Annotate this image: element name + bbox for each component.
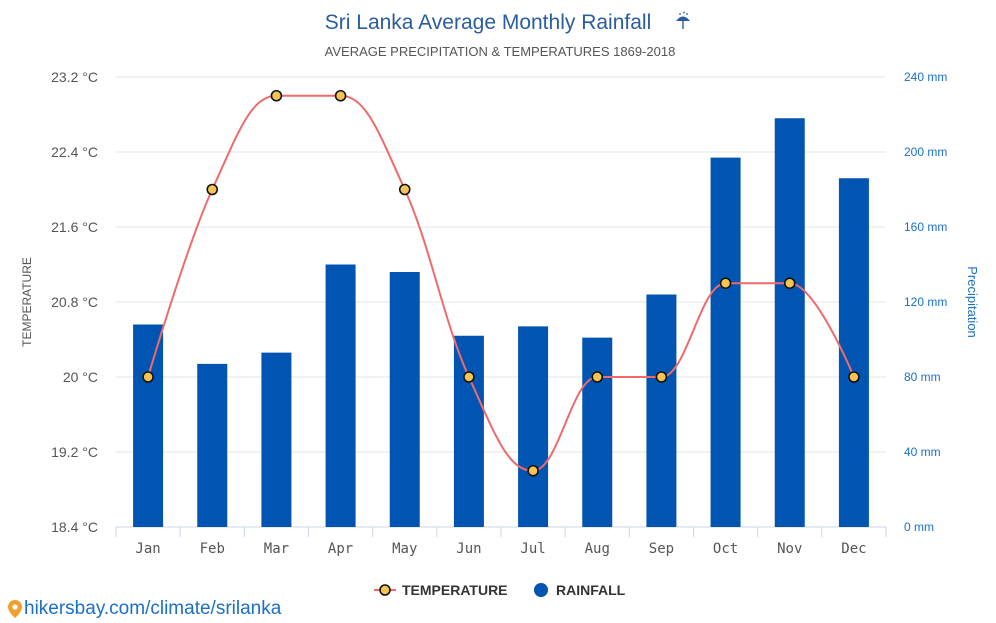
- left-tick-label: 19.2 °C: [51, 444, 98, 460]
- right-axis-title: Precipitation: [965, 266, 980, 338]
- left-tick-label: 23.2 °C: [51, 69, 98, 85]
- x-tick-label: Aug: [585, 541, 610, 557]
- right-tick-label: 120 mm: [904, 295, 947, 309]
- right-tick-label: 0 mm: [904, 520, 934, 534]
- footer-link-text[interactable]: hikersbay.com/climate/srilanka: [24, 598, 282, 619]
- rainfall-bar: [710, 157, 741, 527]
- temperature-marker: [719, 277, 732, 290]
- left-tick-label: 20 °C: [63, 369, 98, 385]
- map-pin-icon: [8, 600, 22, 618]
- rainfall-bar: [646, 294, 677, 527]
- temperature-marker: [334, 89, 347, 102]
- legend-item-temperature[interactable]: TEMPERATURE: [374, 582, 508, 598]
- rainfall-bar: [197, 363, 228, 527]
- left-tick-label: 21.6 °C: [51, 219, 98, 235]
- temperature-marker: [142, 371, 154, 383]
- temperature-marker: [527, 464, 539, 477]
- temperature-marker: [655, 371, 668, 383]
- legend-marker-swatch: [379, 584, 391, 596]
- rainfall-bar: [582, 337, 613, 527]
- left-axis-title: TEMPERATURE: [20, 257, 34, 347]
- x-tick-label: Feb: [200, 541, 225, 557]
- rainfall-bar: [518, 326, 549, 527]
- rainfall-bar: [453, 335, 484, 527]
- right-tick-label: 240 mm: [904, 70, 947, 84]
- legend-label-rainfall: RAINFALL: [556, 582, 626, 598]
- rainfall-bar: [261, 352, 292, 527]
- rainfall-bar: [325, 264, 356, 527]
- umbrella-rain-icon: [676, 11, 690, 29]
- footer-link[interactable]: hikersbay.com/climate/srilanka: [8, 598, 281, 620]
- rainfall-bar: [774, 118, 805, 527]
- temperature-marker: [783, 277, 796, 290]
- x-tick-label: Apr: [328, 541, 353, 557]
- right-tick-label: 200 mm: [904, 145, 947, 159]
- left-tick-label: 18.4 °C: [51, 519, 98, 535]
- x-tick-label: Nov: [777, 541, 802, 557]
- chart-title: Sri Lanka Average Monthly Rainfall: [325, 11, 651, 34]
- x-tick-label: Oct: [713, 541, 738, 557]
- legend-item-rainfall[interactable]: RAINFALL: [534, 582, 626, 598]
- rainfall-bar: [389, 272, 420, 527]
- temperature-marker: [270, 89, 283, 102]
- rainfall-bar: [133, 324, 164, 527]
- temperature-marker: [398, 183, 411, 196]
- temperature-marker: [848, 371, 860, 383]
- temperature-marker: [206, 183, 219, 196]
- legend-label-temperature: TEMPERATURE: [402, 582, 508, 598]
- right-tick-label: 160 mm: [904, 220, 947, 234]
- right-tick-label: 80 mm: [904, 370, 941, 384]
- x-tick-label: May: [392, 541, 417, 557]
- x-tick-label: Jun: [456, 541, 481, 557]
- right-tick-label: 40 mm: [904, 445, 941, 459]
- legend-bar-swatch: [534, 583, 548, 597]
- temperature-marker: [591, 371, 604, 383]
- x-tick-label: Jan: [135, 541, 160, 557]
- x-tick-label: Mar: [264, 541, 289, 557]
- left-tick-label: 22.4 °C: [51, 144, 98, 160]
- x-tick-label: Sep: [649, 541, 674, 557]
- chart-subtitle: AVERAGE PRECIPITATION & TEMPERATURES 186…: [325, 44, 676, 59]
- x-tick-label: Jul: [520, 541, 545, 557]
- temperature-marker: [463, 371, 475, 383]
- left-tick-label: 20.8 °C: [51, 294, 98, 310]
- x-tick-label: Dec: [841, 541, 866, 557]
